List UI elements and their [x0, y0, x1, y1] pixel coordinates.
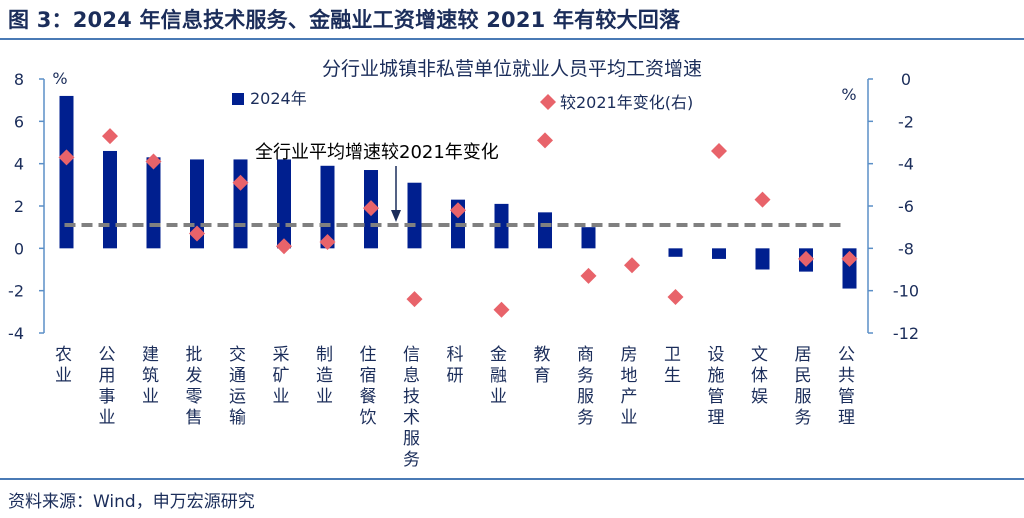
diamond-教育 — [537, 132, 553, 149]
diamond-建筑业 — [145, 153, 162, 170]
right-tick-label: -4 — [898, 155, 914, 174]
diamond-文体娱 — [754, 191, 771, 208]
category-label: 信息技术服务 — [403, 345, 420, 470]
bar-设施管理 — [712, 248, 726, 259]
legend-diamond-swatch — [540, 94, 556, 110]
bar-交通运输 — [233, 159, 248, 249]
diamond-农业 — [58, 149, 75, 166]
category-label: 科研 — [447, 345, 464, 386]
category-label: 卫生 — [664, 345, 681, 386]
diamond-居民服务 — [798, 250, 814, 267]
diamond-卫生 — [667, 289, 684, 306]
legend-bar-label: 2024年 — [250, 89, 307, 108]
category-label: 设施管理 — [708, 345, 725, 428]
bar-卫生 — [668, 248, 683, 257]
bar-公用事业 — [103, 150, 117, 249]
left-axis-unit: % — [52, 69, 67, 88]
bar-series — [59, 95, 857, 289]
diamond-交通运输 — [232, 174, 249, 191]
category-label: 金融业 — [490, 345, 507, 407]
bar-文体娱 — [755, 248, 770, 270]
annotation: 全行业平均增速较2021年变化 — [255, 142, 499, 222]
bar-教育 — [538, 212, 552, 249]
category-label: 公用事业 — [99, 345, 116, 428]
category-label: 制造业 — [316, 345, 333, 407]
left-y-axis: -4 -2 0 2 4 6 8 — [8, 70, 45, 343]
diamond-金融业 — [493, 301, 510, 318]
diamond-科研 — [450, 202, 466, 219]
legend-diamond-label: 较2021年变化(右) — [560, 93, 693, 112]
left-tick-label: 4 — [14, 155, 24, 174]
legend-bar-swatch — [232, 93, 244, 105]
bar-金融业 — [494, 203, 509, 249]
diamond-房地产业 — [624, 257, 640, 274]
bar-信息技术服务 — [407, 182, 422, 249]
right-axis-unit: % — [841, 85, 856, 104]
bar-商务服务 — [581, 227, 596, 249]
category-label: 采矿业 — [273, 345, 290, 407]
bar-农业 — [59, 95, 74, 249]
left-tick-label: 6 — [14, 112, 24, 131]
chart-title: 分行业城镇非私营单位就业人员平均工资增速 — [322, 58, 702, 80]
left-tick-label: 2 — [14, 197, 24, 216]
diamond-公共管理 — [841, 250, 858, 267]
right-tick-label: -6 — [898, 197, 914, 216]
diamond-商务服务 — [580, 267, 597, 284]
category-label: 商务服务 — [577, 345, 594, 428]
top-divider — [0, 38, 1024, 40]
diamond-公用事业 — [102, 128, 118, 145]
figure-title: 图 3：2024 年信息技术服务、金融业工资增速较 2021 年有较大回落 — [8, 8, 681, 32]
bar-建筑业 — [146, 157, 161, 249]
category-label: 农业 — [55, 345, 72, 386]
diamond-住宿餐饮 — [363, 200, 379, 217]
source-note: 资料来源：Wind，申万宏源研究 — [8, 492, 255, 512]
diamond-信息技术服务 — [406, 291, 423, 308]
left-tick-label: 0 — [14, 239, 24, 258]
category-label: 房地产业 — [621, 345, 638, 428]
annotation-arrow-head — [391, 210, 401, 222]
category-label: 建筑业 — [142, 345, 159, 407]
category-label: 住宿餐饮 — [360, 345, 377, 428]
left-tick-label: -2 — [8, 282, 24, 301]
diamond-series — [58, 128, 858, 318]
left-tick-label: 8 — [14, 70, 24, 89]
left-tick-label: -4 — [8, 324, 24, 343]
legend: 2024年 较2021年变化(右) — [232, 89, 693, 112]
annotation-label: 全行业平均增速较2021年变化 — [255, 142, 499, 163]
right-tick-label: 0 — [901, 70, 911, 89]
bar-制造业 — [320, 165, 335, 249]
category-label: 批发零售 — [186, 345, 203, 428]
right-y-axis: -12 -10 -8 -6 -4 -2 0 — [867, 70, 919, 343]
right-tick-label: -2 — [898, 112, 914, 131]
right-tick-label: -10 — [893, 282, 919, 301]
category-labels: 农业 公用事业 建筑业 批发零售 交通运输 采矿业 制造业 住宿餐饮 信息技术服务 科研 金融业 教育… — [55, 345, 855, 470]
bottom-divider — [0, 478, 1024, 480]
diamond-采矿业 — [276, 238, 292, 255]
category-label: 居民服务 — [795, 345, 812, 428]
category-label: 公共管理 — [838, 345, 855, 428]
diamond-批发零售 — [189, 225, 205, 242]
diamond-设施管理 — [711, 142, 727, 159]
category-label: 交通运输 — [229, 345, 246, 428]
right-tick-label: -8 — [898, 239, 914, 258]
bar-采矿业 — [277, 159, 291, 249]
right-tick-label: -12 — [893, 324, 919, 343]
diamond-制造业 — [319, 233, 336, 250]
category-label: 文体娱 — [751, 345, 768, 407]
category-label: 教育 — [534, 345, 551, 386]
